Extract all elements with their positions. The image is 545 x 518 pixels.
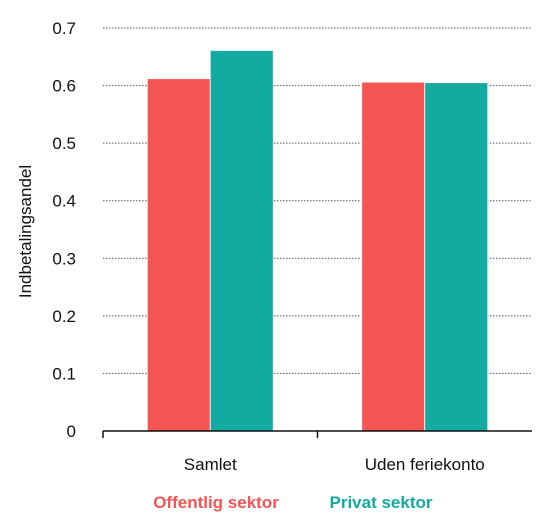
x-tick-label: Uden feriekonto <box>365 455 485 474</box>
legend-entry-offentlig-sektor: Offentlig sektor <box>153 493 279 512</box>
bar-offentlig-0 <box>146 78 211 432</box>
y-tick-label: 0.3 <box>52 249 76 268</box>
y-tick-label: 0.2 <box>52 307 76 326</box>
y-tick-label: 0.4 <box>52 192 76 211</box>
y-tick-label: 0.1 <box>52 364 76 383</box>
legend: Offentlig sektor Privat sektor <box>153 493 433 512</box>
y-tick-label: 0 <box>67 422 76 441</box>
legend-entry-privat-sektor: Privat sektor <box>330 493 433 512</box>
y-tick-label: 0.5 <box>52 134 76 153</box>
x-tick-label: Samlet <box>184 455 237 474</box>
bar-privat-0 <box>209 50 274 432</box>
bar-privat-1 <box>424 82 489 432</box>
bar-offentlig-1 <box>361 81 426 432</box>
y-tick-label: 0.6 <box>52 77 76 96</box>
y-axis-title: Indbetalingsandel <box>16 165 35 298</box>
bars <box>146 50 489 432</box>
axes <box>102 430 532 438</box>
labels: 0 0.1 0.2 0.3 0.4 0.5 0.6 0.7 Samlet Uden ferieko… <box>16 19 485 474</box>
y-tick-label: 0.7 <box>52 19 76 38</box>
